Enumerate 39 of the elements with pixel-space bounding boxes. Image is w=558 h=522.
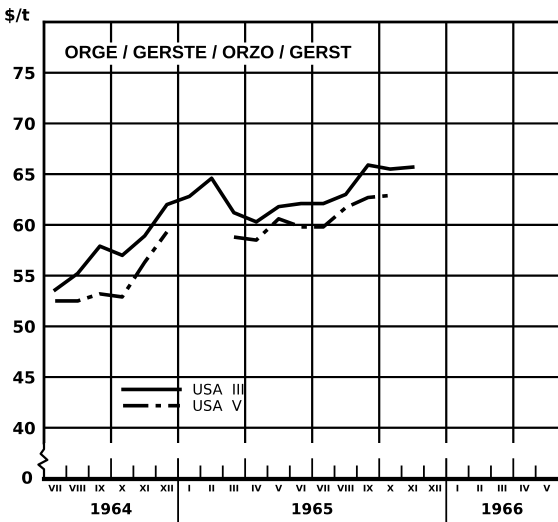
x-tick-label: X (387, 484, 394, 492)
y-tick-label: 40 (13, 422, 35, 434)
y-axis-title: $/t (5, 8, 30, 24)
text: 0 (22, 471, 32, 484)
x-tick-label: III (230, 484, 238, 492)
y-tick-label: 60 (14, 218, 35, 232)
x-tick-label: IV (520, 484, 530, 492)
x-tick-label: XI (140, 484, 149, 492)
x-tick-label: III (498, 484, 506, 492)
y-tick-label: 75 (14, 66, 35, 80)
x-tick-label: II (477, 484, 482, 492)
x-tick-label: XII (428, 484, 442, 492)
text: ORGE / GERSTE / ORZO / GERST (65, 45, 352, 59)
x-tick-label: IX (364, 484, 374, 492)
y-tick-label: 45 (13, 371, 35, 384)
x-tick-label: VIII (337, 484, 354, 492)
x-tick-label: VI (296, 484, 306, 492)
x-tick-label: X (118, 484, 126, 492)
y-tick-label: 65 (14, 168, 35, 181)
x-tick-label: XI (408, 484, 418, 492)
y-tick-label: 50 (14, 320, 35, 333)
x-tick-label: V (275, 484, 282, 492)
y-tick-label: 55 (14, 270, 35, 282)
x-tick-label: XII (160, 484, 173, 492)
x-tick-label: IV (252, 484, 262, 492)
x-tick-label: II (209, 484, 214, 492)
text: 1965 (292, 502, 332, 514)
x-tick-label: IX (96, 484, 105, 492)
y-tick-label: 70 (14, 117, 35, 130)
text: 1964 (92, 502, 132, 514)
legend-label: USA III (194, 384, 244, 395)
x-tick-label: VII (48, 484, 62, 492)
legend-label: USA V (194, 400, 242, 412)
x-tick-label: VIII (69, 484, 86, 492)
x-tick-label: I (188, 484, 190, 492)
text: 1966 (482, 502, 523, 514)
x-tick-label: I (456, 484, 458, 492)
x-tick-label: V (543, 484, 550, 492)
x-tick-label: VII (316, 484, 330, 492)
